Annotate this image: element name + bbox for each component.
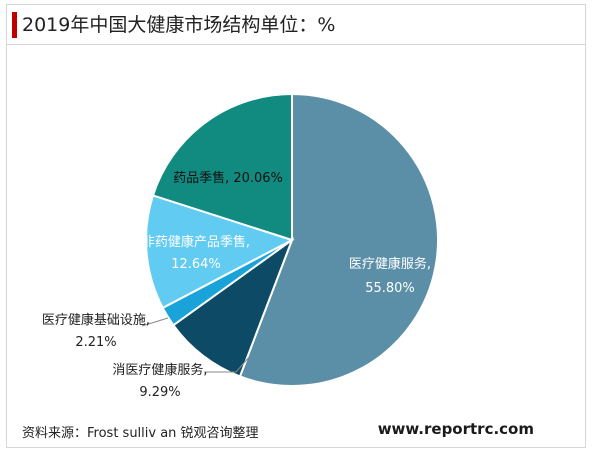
slice-value-label: 12.64% bbox=[171, 257, 221, 272]
chart-frame bbox=[6, 4, 586, 448]
pie-slice bbox=[145, 194, 295, 310]
title-accent-bar bbox=[12, 12, 17, 38]
chart-title: 2019年中国大健康市场结构单位：% bbox=[22, 14, 336, 36]
source-note: 资料来源：Frost sulliv an 锐观咨询整理 bbox=[22, 426, 259, 441]
slice-name-label: 医疗健康服务, bbox=[349, 256, 431, 272]
title-divider bbox=[6, 44, 586, 45]
leader-line bbox=[141, 317, 169, 327]
pie-slice bbox=[172, 237, 295, 378]
pie-slice bbox=[151, 92, 293, 242]
leader-line bbox=[204, 355, 251, 373]
slice-value-label: 55.80% bbox=[365, 281, 415, 296]
slice-name-label: 医疗健康基础设施, bbox=[42, 312, 150, 328]
slice-label: 药品季售, 20.06% bbox=[173, 170, 283, 186]
slice-value-label: 9.29% bbox=[139, 385, 180, 400]
slice-value-label: 2.21% bbox=[75, 335, 116, 350]
slice-name-label: 非药健康产品季售, bbox=[142, 234, 250, 250]
site-watermark: www.reportrc.com bbox=[377, 420, 534, 438]
slice-name-label: 消医疗健康服务, bbox=[112, 362, 207, 378]
pie-slice bbox=[238, 92, 439, 387]
